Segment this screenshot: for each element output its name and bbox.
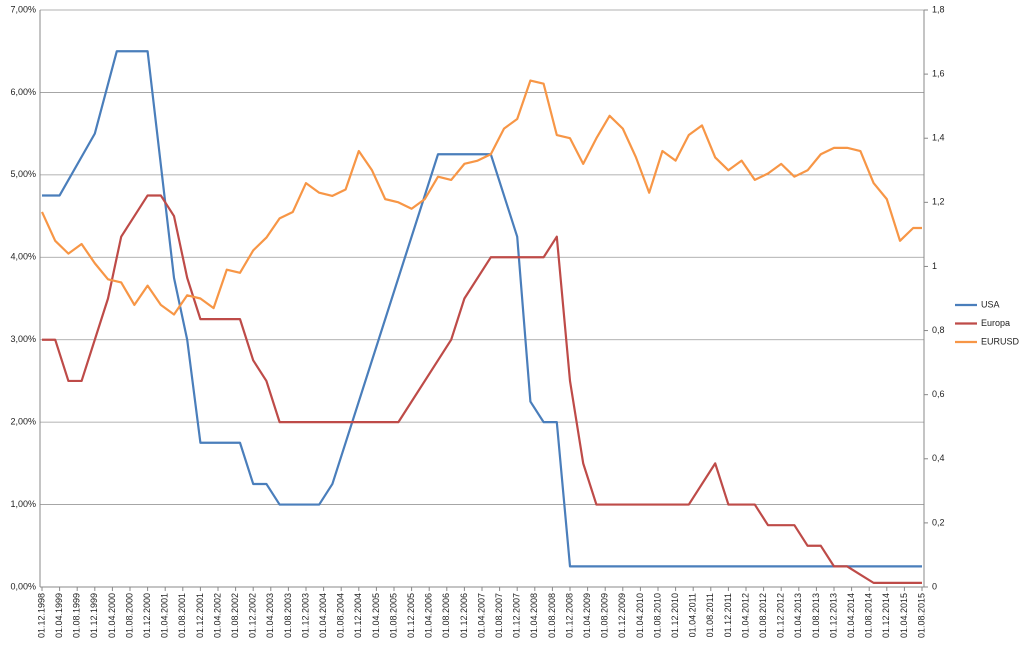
x-tick-label: 01.08.2008 <box>547 593 557 638</box>
x-tick-label: 01.12.2014 <box>881 593 891 638</box>
x-tick-label: 01.08.2014 <box>864 593 874 638</box>
y2-tick-label: 0,8 <box>932 325 945 335</box>
x-tick-label: 01.04.2007 <box>476 593 486 638</box>
y2-tick-label: 0,2 <box>932 517 945 527</box>
x-tick-label: 01.12.1998 <box>36 593 46 638</box>
x-tick-label: 01.08.2000 <box>124 593 134 638</box>
x-tick-label: 01.04.2003 <box>265 593 275 638</box>
x-tick-label: 01.08.2001 <box>177 593 187 638</box>
y2-tick-label: 1,6 <box>932 68 945 78</box>
y-tick-label: 1,00% <box>10 499 36 509</box>
x-tick-label: 01.04.2000 <box>107 593 117 638</box>
x-tick-label: 01.04.2002 <box>212 593 222 638</box>
y-tick-label: 7,00% <box>10 4 36 14</box>
y2-tick-label: 1,2 <box>932 197 945 207</box>
x-tick-label: 01.08.2003 <box>283 593 293 638</box>
x-tick-label: 01.08.2004 <box>336 593 346 638</box>
x-tick-label: 01.04.2004 <box>318 593 328 638</box>
y2-tick-label: 1,4 <box>932 133 945 143</box>
x-tick-label: 01.12.1999 <box>89 593 99 638</box>
x-tick-label: 01.12.2008 <box>564 593 574 638</box>
x-tick-label: 01.12.2010 <box>670 593 680 638</box>
x-tick-label: 01.04.2014 <box>846 593 856 638</box>
x-tick-label: 01.08.2013 <box>811 593 821 638</box>
x-tick-label: 01.12.2005 <box>406 593 416 638</box>
series-line <box>42 50 922 568</box>
x-tick-label: 01.12.2011 <box>723 593 733 637</box>
x-tick-label: 01.12.2012 <box>776 593 786 638</box>
y2-tick-label: 0,4 <box>932 453 945 463</box>
x-tick-label: 01.04.1999 <box>54 593 64 638</box>
x-tick-label: 01.12.2007 <box>512 593 522 638</box>
x-tick-label: 01.08.1999 <box>72 593 82 638</box>
x-tick-label: 01.08.2007 <box>494 593 504 638</box>
x-tick-label: 01.08.2002 <box>230 593 240 638</box>
x-tick-label: 01.12.2002 <box>248 593 258 638</box>
y2-tick-label: 0,6 <box>932 389 945 399</box>
y-tick-label: 5,00% <box>10 169 36 179</box>
x-tick-label: 01.04.2010 <box>635 593 645 638</box>
x-tick-label: 01.08.2005 <box>388 593 398 638</box>
x-tick-label: 01.08.2009 <box>600 593 610 638</box>
legend-label: Europa <box>981 318 1010 328</box>
series-line <box>42 194 922 584</box>
x-tick-label: 01.12.2001 <box>195 593 205 638</box>
x-tick-label: 01.12.2004 <box>353 593 363 638</box>
x-tick-label: 01.08.2012 <box>758 593 768 638</box>
x-tick-label: 01.04.2008 <box>529 593 539 638</box>
x-tick-label: 01.12.2003 <box>300 593 310 638</box>
x-tick-label: 01.12.2000 <box>142 593 152 638</box>
x-tick-label: 01.04.2001 <box>160 593 170 638</box>
y-tick-label: 2,00% <box>10 417 36 427</box>
x-tick-label: 01.04.2012 <box>740 593 750 638</box>
y2-tick-label: 1,8 <box>932 4 945 14</box>
x-tick-label: 01.04.2005 <box>371 593 381 638</box>
x-tick-label: 01.12.2006 <box>459 593 469 638</box>
x-tick-label: 01.04.2006 <box>424 593 434 638</box>
legend-label: USA <box>981 299 1000 309</box>
x-tick-label: 01.08.2015 <box>916 593 926 638</box>
y2-tick-label: 0 <box>932 581 937 591</box>
y-tick-label: 3,00% <box>10 334 36 344</box>
x-tick-label: 01.04.2011 <box>688 593 698 637</box>
x-tick-label: 01.04.2015 <box>899 593 909 638</box>
x-tick-label: 01.04.2009 <box>582 593 592 638</box>
y-tick-label: 4,00% <box>10 252 36 262</box>
y-tick-label: 6,00% <box>10 87 36 97</box>
x-tick-label: 01.12.2009 <box>617 593 627 638</box>
x-tick-label: 01.08.2010 <box>652 593 662 638</box>
series-line <box>40 79 922 316</box>
y2-tick-label: 1 <box>932 261 937 271</box>
legend-label: EURUSD <box>981 336 1020 346</box>
y-tick-label: 0,00% <box>10 581 36 591</box>
x-tick-label: 01.12.2013 <box>828 593 838 638</box>
x-tick-label: 01.08.2006 <box>441 593 451 638</box>
x-tick-label: 01.08.2011 <box>705 593 715 637</box>
x-tick-label: 01.04.2013 <box>793 593 803 638</box>
